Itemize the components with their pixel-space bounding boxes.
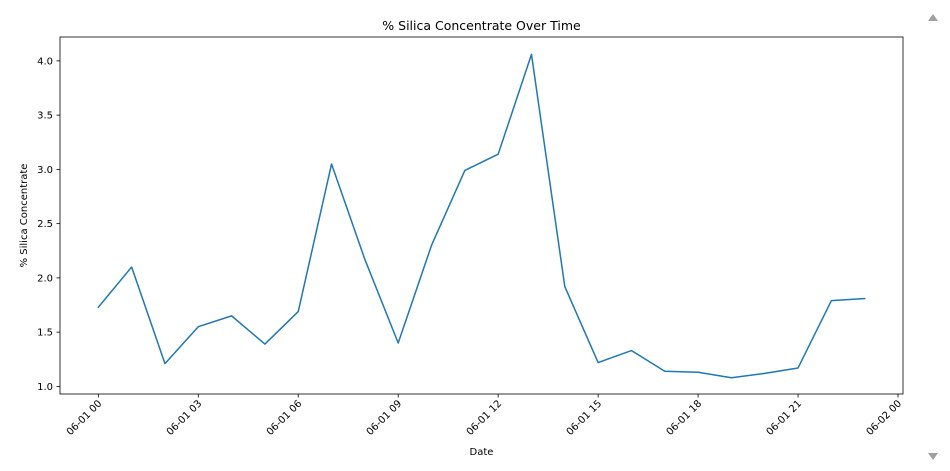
line-chart: % Silica Concentrate Over Time 1.0 1.5 2.0 2… (19, 18, 905, 458)
x-tick-label: 06-01 00 (65, 398, 105, 438)
x-tick-label: 06-01 21 (765, 398, 805, 438)
y-tick-label: 3.5 (37, 111, 53, 122)
x-tick-label: 06-01 12 (465, 398, 505, 438)
y-tick-label: 4.0 (37, 56, 53, 67)
x-axis-label: Date (470, 447, 494, 458)
x-tick-label: 06-01 06 (265, 398, 305, 438)
vertical-scrollbar[interactable] (920, 0, 950, 471)
scroll-down-icon[interactable] (928, 453, 938, 460)
plot-frame (59, 36, 904, 395)
y-tick-label: 3.0 (37, 165, 53, 176)
x-tick-label: 06-01 09 (365, 398, 405, 438)
series-line (97, 53, 866, 379)
y-axis-label: % Silica Concentrate (19, 164, 30, 268)
x-tick-label: 06-02 00 (865, 398, 905, 438)
x-tick-label: 06-01 15 (565, 398, 605, 438)
chart-title: % Silica Concentrate Over Time (382, 18, 581, 33)
y-tick-label: 1.5 (37, 328, 53, 339)
x-tick-label: 06-01 03 (165, 398, 205, 438)
y-tick-label: 2.5 (37, 219, 53, 230)
y-tick-label: 2.0 (37, 273, 53, 284)
y-tick-label: 1.0 (37, 382, 53, 393)
x-tick-label: 06-01 18 (665, 398, 705, 438)
scroll-up-icon[interactable] (928, 14, 938, 21)
